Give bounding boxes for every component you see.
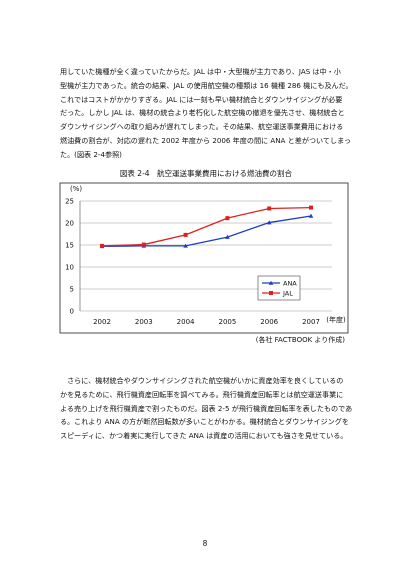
x-tick-label: 2007 — [302, 318, 320, 326]
x-tick-label: 2003 — [135, 318, 153, 326]
text-line: る。これより ANA の方が断然回転数が多いことがわかる。機材統合とダウンサイジ… — [60, 417, 349, 427]
text-line: だった。しかし JAL は、機材の統合より老朽化した航空機の撤退を優先させ、機材… — [60, 108, 345, 118]
point — [309, 205, 313, 210]
point — [308, 213, 314, 218]
point — [267, 206, 272, 211]
page-number: 8 — [203, 539, 208, 548]
x-tick-label: 2004 — [177, 318, 195, 326]
y-tick-label: 15 — [65, 242, 74, 250]
text-line: 型機が主力であった。統合の結果、JAL の使用航空機の種類は 16 機種 286… — [60, 80, 353, 90]
text-line: 燃油費の割合が、対応の遅れた 2002 年度から 2006 年度の間に ANA … — [60, 136, 352, 145]
point — [225, 216, 230, 221]
chart-frame — [59, 182, 349, 334]
x-axis-label: (年度) — [326, 315, 346, 324]
text-line: た。(図表 2-4参照) — [60, 149, 122, 159]
legend-label: JAL — [282, 290, 293, 298]
point — [100, 243, 104, 248]
text-line: ダウンサイジングへの取り組みが遅れてしまった。その結果、航空運送事業費用における — [60, 122, 344, 132]
point — [183, 243, 188, 248]
y-tick-label: 20 — [65, 220, 74, 228]
x-tick-label: 2006 — [260, 318, 278, 326]
series-line — [101, 206, 312, 247]
text-line: さらに、機材統合やダウンサイジングされた航空機がいかに資産効率を良くしているの — [60, 376, 344, 385]
x-tick-label: 2002 — [93, 318, 111, 326]
text-line: スピーディに、かつ着実に実行してきた ANA は資産の活用においても強さを見せて… — [60, 431, 348, 441]
legend-label: ANA — [283, 280, 297, 288]
y-axis-label: (%) — [70, 185, 82, 193]
text-line: かを見るために、飛行機資産回転率を調べてみる。飛行機資産回転率とは航空運送事業に — [60, 389, 344, 399]
text-line: 用していた機種が全く違っていたからだ。JAL は中・大型機が主力であり、JAS … — [60, 67, 341, 76]
point — [266, 220, 272, 225]
legend-marker — [268, 280, 274, 285]
chart-title: 図表 2-4 航空運送事業費用における燃油費の割合 — [120, 168, 293, 178]
chart-source: (各社 FACTBOOK より作成) — [256, 335, 346, 344]
text-line: よる売り上げを飛行機資産で割ったものだ。図表 2-5 が飛行機資産回転率を表した… — [60, 403, 353, 413]
y-tick-label: 25 — [65, 198, 74, 206]
point — [183, 232, 188, 237]
series-line — [101, 215, 312, 247]
y-tick-label: 0 — [70, 308, 74, 316]
point — [225, 234, 230, 239]
y-tick-label: 10 — [65, 264, 74, 272]
x-tick-label: 2005 — [218, 318, 236, 326]
text-line: これではコストがかかりすぎる。JAL には一刻も早い機材統合とダウンサイジングが… — [60, 94, 343, 104]
legend-marker — [269, 291, 273, 295]
legend-box — [257, 275, 301, 301]
point — [141, 242, 146, 247]
y-tick-label: 5 — [70, 286, 74, 294]
